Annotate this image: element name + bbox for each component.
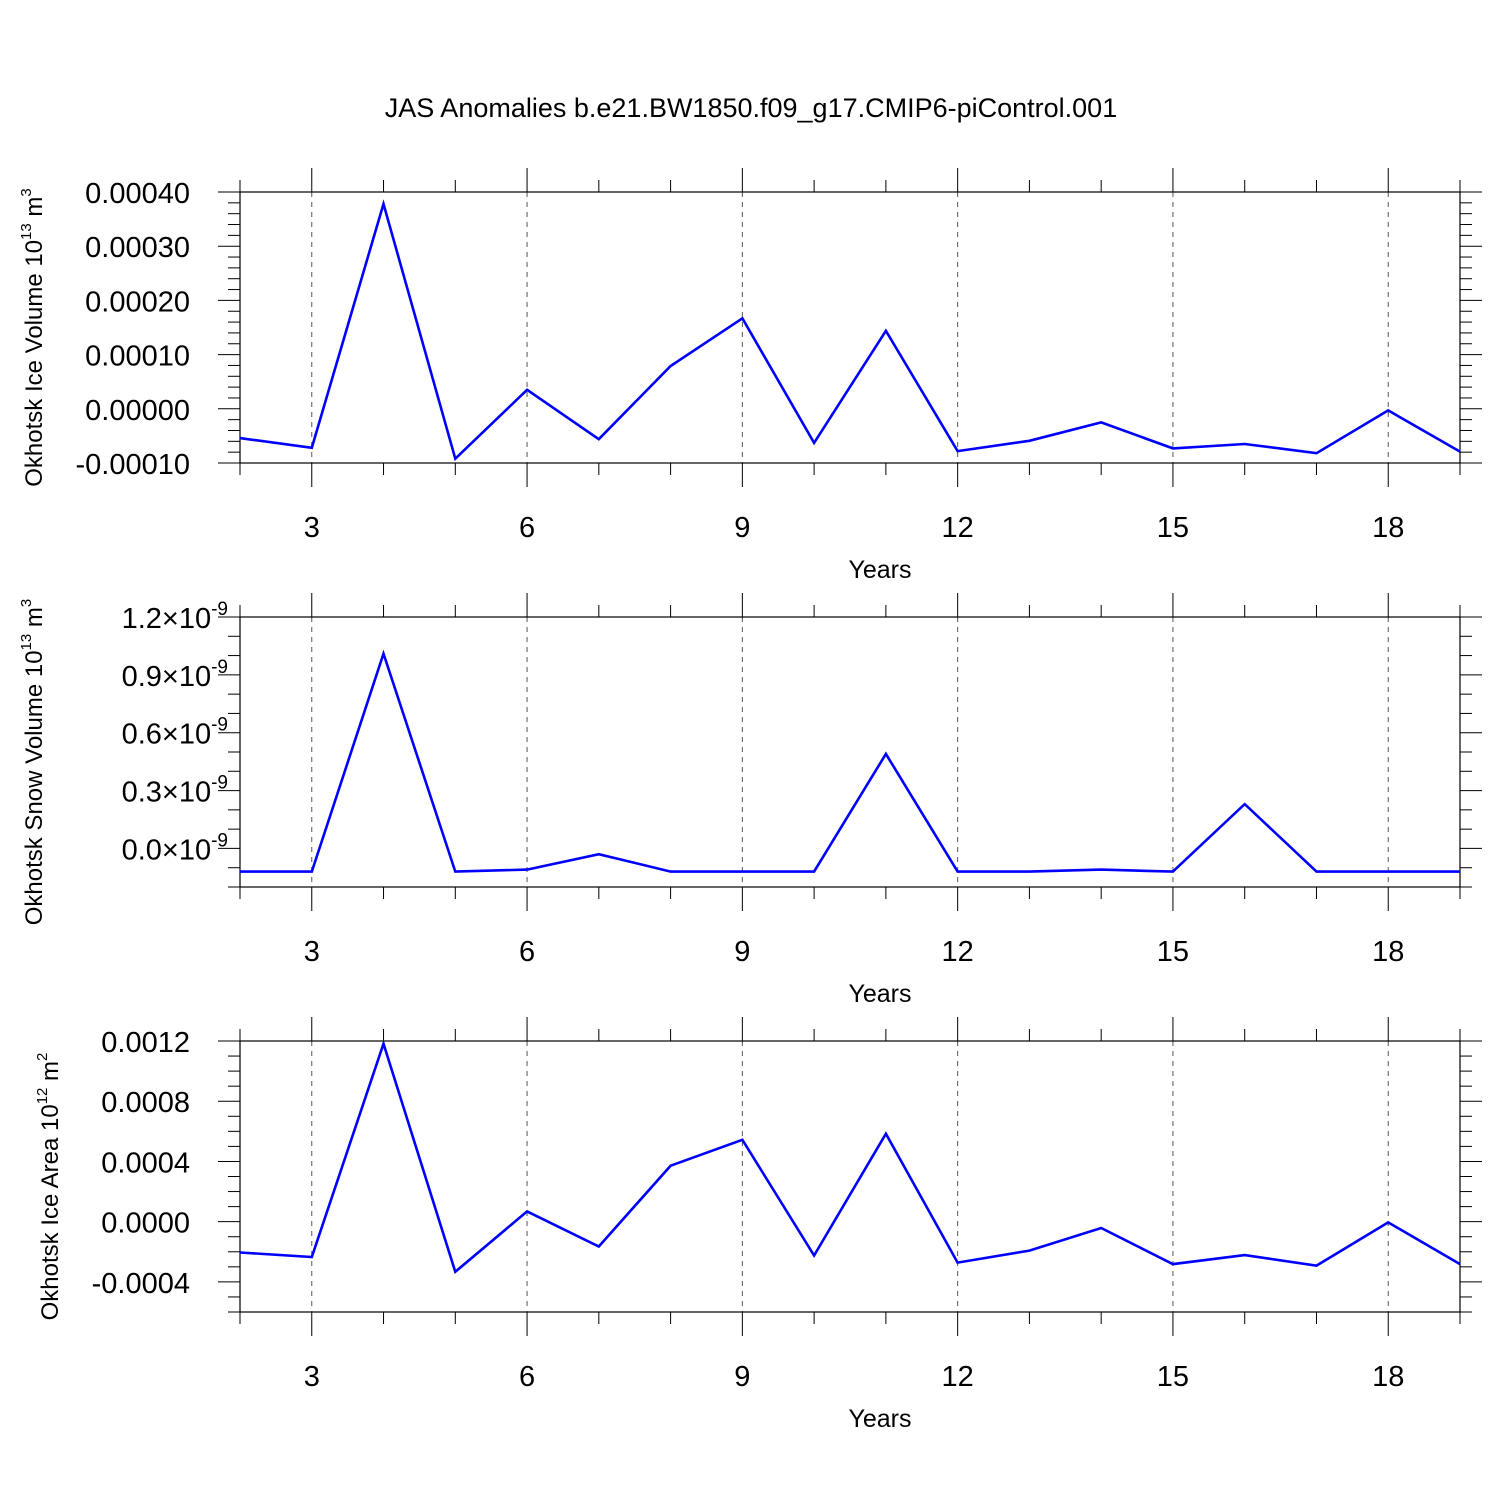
x-ticks: [239, 168, 1461, 487]
y-tick-label: 0.0×10-9: [122, 830, 228, 866]
panel-3: 3 6 9 12 15 18 -0.0004 0.0000 0.0004 0.0008 0.0012…: [34, 1017, 1482, 1433]
x-tick-label: 12: [942, 1361, 974, 1393]
y-axis-label: Okhotsk Ice Volume 1013 m3: [18, 188, 48, 487]
x-tick-label: 18: [1372, 512, 1404, 544]
panels: 3 6 9 12 15 18 -0.00010 0.00000 0.00010 0.00020 0.…: [18, 168, 1482, 1433]
x-tick-label: 9: [734, 512, 750, 544]
y-ticks: [218, 616, 1482, 888]
x-axis-label: Years: [848, 980, 911, 1008]
y-tick-label: 0.00030: [85, 232, 190, 264]
x-tick-label: 15: [1157, 1361, 1189, 1393]
x-ticks: [239, 1017, 1461, 1336]
y-axis-label: Okhotsk Snow Volume 1013 m3: [18, 599, 48, 926]
y-tick-label: -0.00010: [76, 449, 191, 481]
x-tick-label: 3: [304, 1361, 320, 1393]
panel-1: 3 6 9 12 15 18 -0.00010 0.00000 0.00010 0.00020 0.…: [18, 168, 1482, 584]
y-tick-label: 0.00000: [85, 395, 190, 427]
x-tick-label: 9: [734, 1361, 750, 1393]
y-tick-label: 0.0008: [101, 1087, 190, 1119]
plot-frame: [239, 191, 1461, 464]
y-tick-label: 0.0012: [101, 1027, 190, 1059]
x-axis-label: Years: [848, 1405, 911, 1433]
y-ticks: [218, 1040, 1482, 1313]
panel-2: 3 6 9 12 15 18 0.0×10-9 0.3×10-9 0.6×10-9 0.9×10-…: [18, 593, 1482, 1008]
y-tick-label: 0.00040: [85, 178, 190, 210]
x-tick-label: 6: [519, 1361, 535, 1393]
y-tick-label: -0.0004: [92, 1268, 190, 1300]
x-tick-label: 15: [1157, 936, 1189, 968]
x-tick-label: 18: [1372, 936, 1404, 968]
y-tick-label: 0.00020: [85, 286, 190, 318]
x-axis-label: Years: [848, 556, 911, 584]
x-tick-label: 6: [519, 936, 535, 968]
y-ticks: [218, 191, 1482, 464]
x-tick-label: 3: [304, 512, 320, 544]
x-tick-label: 3: [304, 936, 320, 968]
x-tick-label: 12: [942, 936, 974, 968]
y-axis-label: Okhotsk Ice Area 1012 m2: [34, 1053, 64, 1321]
y-tick-label: 1.2×10-9: [122, 599, 228, 635]
plot-frame: [239, 1040, 1461, 1313]
y-tick-label: 0.00010: [85, 341, 190, 373]
y-tick-label: 0.0000: [101, 1208, 190, 1240]
y-tick-label: 0.9×10-9: [122, 657, 228, 693]
y-tick-label: 0.6×10-9: [122, 715, 228, 751]
x-tick-label: 12: [942, 512, 974, 544]
plot-frame: [239, 616, 1461, 888]
series-line-1: [239, 1039, 1461, 1275]
x-tick-label: 15: [1157, 512, 1189, 544]
y-tick-label: 0.3×10-9: [122, 773, 228, 809]
x-tick-label: 9: [734, 936, 750, 968]
series-line-1: [240, 649, 1460, 873]
x-ticks: [239, 593, 1461, 911]
y-tick-label: 0.0004: [101, 1147, 190, 1179]
figure-title: JAS Anomalies b.e21.BW1850.f09_g17.CMIP6…: [385, 93, 1117, 123]
series-line-1: [239, 199, 1461, 462]
x-tick-label: 6: [519, 512, 535, 544]
x-tick-label: 18: [1372, 1361, 1404, 1393]
